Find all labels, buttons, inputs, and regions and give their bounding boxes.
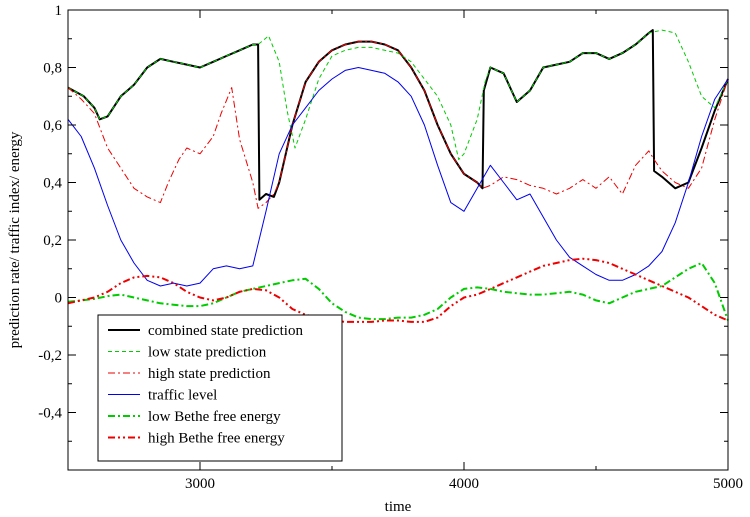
y-tick-label: 1 (55, 3, 63, 19)
x-tick-label: 5000 (713, 476, 743, 492)
legend: combined state prediction low state predi… (97, 314, 343, 462)
y-tick-label: -0,2 (38, 348, 62, 364)
series-line-4 (67, 67, 729, 287)
y-tick-label: 0,2 (43, 233, 62, 249)
series-line-5 (67, 262, 729, 321)
series-line-6 (67, 257, 729, 323)
legend-label-3: high state prediction (148, 366, 271, 382)
y-tick-label: 0,8 (43, 61, 62, 77)
x-tick-label: 4000 (449, 476, 479, 492)
y-tick-label: -0,4 (38, 406, 62, 422)
x-axis-title: time (385, 499, 412, 515)
legend-label-6: high Bethe free energy (148, 431, 285, 447)
legend-label-4: traffic level (148, 388, 217, 404)
series-line-3 (67, 41, 729, 209)
tick-layer: 3000 4000 5000 -0,4 -0,2 0 0,2 0,4 0,6 0,8 1 (38, 3, 743, 492)
x-tick-label: 3000 (185, 476, 215, 492)
legend-label-2: low state prediction (148, 345, 267, 361)
y-tick-label: 0,4 (43, 176, 62, 192)
y-tick-label: 0,6 (43, 118, 62, 134)
series-line-2 (67, 29, 729, 160)
y-tick-label: 0 (55, 291, 63, 307)
y-axis-title: prediction rate/ traffic index/ energy (7, 131, 23, 348)
series-layer (67, 29, 729, 323)
legend-label-1: combined state prediction (148, 323, 303, 339)
legend-label-5: low Bethe free energy (148, 409, 281, 425)
